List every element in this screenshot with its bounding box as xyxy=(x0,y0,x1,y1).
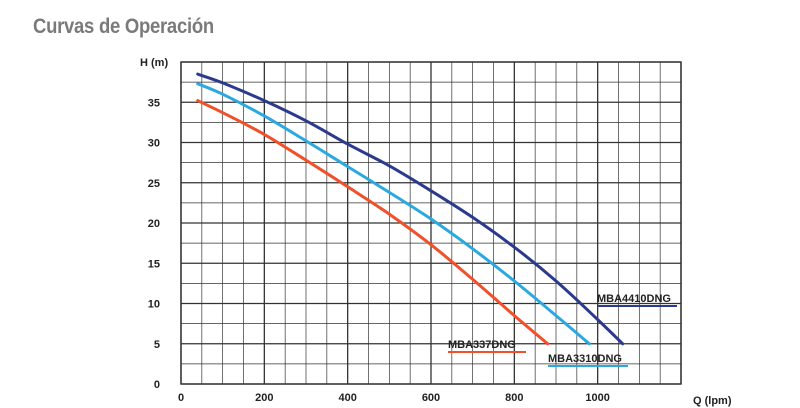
series-label-mba337dng: MBA337DNG xyxy=(448,339,516,351)
curve-mba3310dng xyxy=(196,82,591,346)
y-axis-label: H (m) xyxy=(140,57,168,69)
series-label-mba3310dng: MBA3310DNG xyxy=(548,353,622,365)
y-tick-label: 10 xyxy=(148,299,160,311)
series-label-mba4410dng: MBA4410DNG xyxy=(597,293,671,305)
x-tick-label: 400 xyxy=(338,392,356,404)
y-tick-label: 35 xyxy=(148,97,160,109)
curve-mba337dng xyxy=(196,99,550,346)
x-tick-label: 0 xyxy=(178,392,184,404)
y-tick-label: 20 xyxy=(148,218,160,230)
y-tick-label: 25 xyxy=(148,178,160,190)
plot-border xyxy=(180,61,682,385)
x-tick-label: 200 xyxy=(255,392,273,404)
y-tick-label: 0 xyxy=(154,379,160,391)
x-tick-label: 600 xyxy=(422,392,440,404)
x-tick-label: 1000 xyxy=(585,392,609,404)
y-tick-label: 15 xyxy=(148,258,160,270)
y-tick-label: 5 xyxy=(154,339,160,351)
series-labels: MBA4410DNG MBA3310DNG MBA337DNG xyxy=(448,293,677,367)
tick-labels: 0 200 400 600 800 1000 0 5 10 15 20 25 30 35 xyxy=(148,97,610,404)
x-tick-label: 800 xyxy=(505,392,523,404)
curves xyxy=(196,72,625,346)
curve-mba4410dng xyxy=(196,72,625,346)
page-title: Curvas de Operación xyxy=(33,15,214,38)
y-tick-label: 30 xyxy=(148,138,160,150)
x-axis-label: Q (lpm) xyxy=(693,395,732,407)
